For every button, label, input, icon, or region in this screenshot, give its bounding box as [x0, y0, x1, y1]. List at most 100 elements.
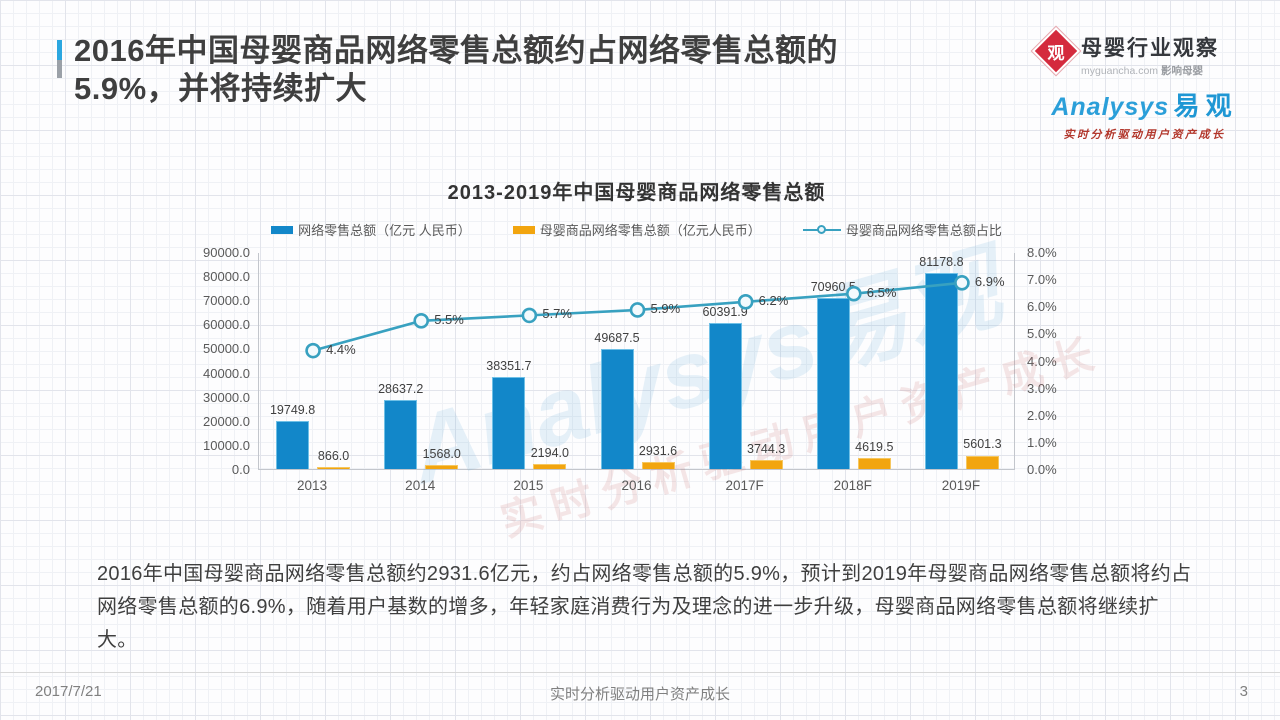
- x-category-label: 2016: [621, 478, 652, 493]
- left-axis-labels: 0.0 10000.0 20000.0 30000.0 40000.0 50000.0 60…: [168, 245, 250, 477]
- maternal-retail-bar: [317, 466, 351, 469]
- analysys-logo: Analysys 易观 实时分析驱动用户资产成长: [1037, 86, 1252, 142]
- line-marker: [845, 285, 862, 302]
- x-category-label: 2014: [405, 478, 436, 493]
- myguancha-diamond-icon: 观: [1034, 29, 1078, 73]
- legend-label: 网络零售总额（亿元 人民币）: [298, 223, 471, 238]
- bar-value-label: 5601.3: [963, 437, 1002, 452]
- page-title-line2: 5.9%，并将持续扩大: [74, 71, 368, 106]
- axis-tick-label: 10000.0: [203, 437, 250, 453]
- total-retail-bar: [600, 349, 634, 469]
- axis-tick-label: 20000.0: [203, 413, 250, 429]
- legend-item: 母婴商品网络零售总额占比: [802, 220, 1002, 239]
- x-category-label: 2015: [513, 478, 544, 493]
- bar-value-label: 49687.5: [594, 331, 640, 346]
- bar-value-label: 4619.5: [855, 439, 894, 454]
- line-marker: [629, 302, 646, 318]
- line-value-label: 5.7%: [542, 306, 572, 322]
- footer-slogan: 实时分析驱动用户资产成长: [549, 686, 730, 703]
- legend-label: 母婴商品网络零售总额（亿元人民币）: [539, 223, 761, 238]
- total-retail-bar: [708, 323, 742, 469]
- myguancha-logo: 观 母婴行业观察 myguancha.com 影响母婴: [1034, 29, 1252, 78]
- bar-value-label: 3744.3: [747, 441, 786, 456]
- total-retail-bar: [276, 421, 310, 469]
- line-marker: [413, 313, 430, 329]
- axis-tick-label: 0.0: [231, 462, 250, 477]
- bar-value-label: 1568.0: [422, 447, 461, 462]
- line-marker: [954, 275, 970, 291]
- line-marker: [305, 342, 321, 359]
- maternal-retail-bar: [425, 465, 459, 469]
- axis-tick-label: 3.0%: [1027, 380, 1057, 396]
- bar-value-label: 60391.9: [702, 305, 748, 320]
- axis-tick-label: 90000.0: [203, 245, 250, 260]
- chart-plot-area: Analysys易观 实时分析驱动用户资产成长 19749.8 28637.2 38…: [258, 235, 1108, 545]
- bar-value-label: 19749.8: [269, 403, 316, 418]
- total-retail-bar: [384, 399, 418, 469]
- line-value-label: 6.9%: [974, 273, 1005, 289]
- line-value-label: 5.9%: [650, 300, 681, 316]
- bar-value-label: 28637.2: [378, 381, 424, 396]
- maternal-retail-bar: [857, 457, 891, 469]
- bar-value-label: 70960.5: [810, 279, 856, 294]
- chart-title: 2013-2019年中国母婴商品网络零售总额: [447, 182, 826, 204]
- axis-tick-label: 40000.0: [203, 365, 250, 381]
- page-title: 2016年中国母婴商品网络零售总额约占网络零售总额的 5.9%，并将持续扩大: [74, 32, 1064, 108]
- bar-value-label: 2931.6: [638, 443, 678, 458]
- analysys-wordmark: Analysys: [1051, 93, 1170, 121]
- bar-value-label: 38351.7: [486, 358, 532, 373]
- legend-item: 母婴商品网络零售总额（亿元人民币）: [512, 220, 761, 239]
- line-marker: [521, 307, 538, 324]
- summary-paragraph: 2016年中国母婴商品网络零售总额约2931.6亿元，约占网络零售总额的5.9%…: [97, 563, 1192, 651]
- axis-tick-label: 30000.0: [203, 389, 250, 405]
- line-value-label: 6.5%: [866, 284, 897, 300]
- axis-tick-label: 7.0%: [1027, 272, 1057, 288]
- axis-tick-label: 80000.0: [203, 269, 250, 285]
- line-value-label: 4.4%: [326, 341, 356, 357]
- legend-swatch-bar: [512, 225, 535, 234]
- maternal-retail-bar: [533, 463, 567, 469]
- right-axis-labels: 0.0% 1.0% 2.0% 3.0% 4.0% 5.0% 6.0% 7.0% 8.0%: [1027, 245, 1087, 477]
- x-category-label: 2018F: [833, 478, 872, 493]
- page-title-line1: 2016年中国母婴商品网络零售总额约占网络零售总额的: [74, 33, 838, 68]
- bar-value-label: 2194.0: [530, 445, 569, 460]
- legend-label: 母婴商品网络零售总额占比: [845, 223, 1002, 238]
- axis-tick-label: 2.0%: [1027, 407, 1057, 423]
- axis-tick-label: 5.0%: [1027, 326, 1057, 342]
- axis-tick-label: 0.0%: [1027, 462, 1057, 477]
- x-category-label: 2017F: [725, 478, 764, 493]
- axis-tick-label: 60000.0: [203, 317, 250, 333]
- axis-tick-label: 6.0%: [1027, 299, 1057, 315]
- x-category-label: 2019F: [941, 478, 981, 493]
- x-category-label: 2013: [297, 478, 328, 493]
- axis-tick-label: 50000.0: [203, 341, 250, 357]
- x-axis-labels: 2013 2014 2015 2016 2017F 2018F 2019F: [258, 478, 1015, 498]
- axis-tick-label: 4.0%: [1027, 353, 1057, 369]
- footer: 2017/7/21 实时分析驱动用户资产成长 3: [0, 672, 1280, 720]
- line-marker: [737, 294, 754, 310]
- ratio-line-series: [305, 275, 970, 359]
- axis-tick-label: 70000.0: [203, 293, 250, 309]
- legend-item: 网络零售总额（亿元 人民币）: [271, 220, 471, 239]
- analysys-cn: 易观: [1173, 91, 1238, 121]
- total-retail-bar: [492, 376, 526, 469]
- analysys-slogan: 实时分析驱动用户资产成长: [1063, 129, 1226, 141]
- chart-legend: 网络零售总额（亿元 人民币） 母婴商品网络零售总额（亿元人民币） 母婴商品网络零售总…: [238, 220, 1035, 239]
- axis-tick-label: 1.0%: [1027, 434, 1057, 450]
- bar-value-label: 866.0: [317, 448, 350, 463]
- myguancha-name: 母婴行业观察: [1081, 37, 1219, 60]
- bar-value-label: 81178.8: [919, 255, 964, 270]
- legend-swatch-bar: [271, 225, 294, 234]
- footer-date: 2017/7/21: [35, 683, 102, 700]
- page-number: 3: [1239, 683, 1248, 700]
- maternal-retail-bar: [749, 459, 783, 469]
- logo-area: 观 母婴行业观察 myguancha.com 影响母婴 Analysys 易观 …: [1034, 29, 1252, 142]
- title-accent-bar: [57, 40, 62, 78]
- axis-tick-label: 8.0%: [1027, 245, 1057, 260]
- total-retail-bar: [924, 273, 958, 469]
- maternal-retail-bar: [641, 461, 675, 469]
- total-retail-bar: [816, 297, 850, 469]
- maternal-retail-bar: [965, 455, 999, 469]
- line-value-label: 6.2%: [758, 292, 789, 308]
